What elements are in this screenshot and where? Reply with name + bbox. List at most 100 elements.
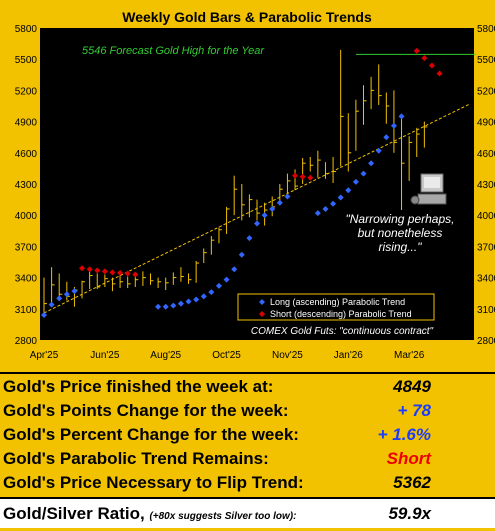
- summary-label: Gold's Percent Change for the week:: [3, 425, 299, 444]
- short-parabolic-dot: [101, 268, 108, 275]
- plot-area: [40, 28, 474, 340]
- long-parabolic-dot: [155, 303, 162, 310]
- summary-row-points-change: Gold's Points Change for the week: + 78: [0, 399, 495, 423]
- long-parabolic-dot: [41, 312, 47, 319]
- short-parabolic-dot: [124, 270, 131, 277]
- summary-top-divider: [0, 372, 495, 374]
- long-parabolic-dot: [276, 199, 283, 206]
- summary-ratio-divider: [0, 497, 495, 499]
- y-tick-label-left: 3400: [15, 274, 38, 285]
- long-parabolic-dot: [398, 113, 405, 120]
- short-parabolic-dot: [117, 269, 124, 276]
- long-parabolic-dot: [337, 194, 344, 201]
- y-tick-label-left: 5200: [15, 86, 38, 97]
- y-tick-label-right: 5800: [477, 24, 495, 35]
- short-parabolic-dot: [299, 173, 306, 180]
- long-parabolic-dot: [231, 266, 238, 273]
- x-tick-label: Apr'25: [30, 350, 59, 361]
- y-tick-label-right: 4000: [477, 211, 495, 222]
- legend-label: Short (descending) Parabolic Trend: [270, 309, 412, 319]
- source-label: COMEX Gold Futs: "continuous contract": [251, 326, 434, 337]
- short-parabolic-dot: [86, 266, 93, 273]
- summary-value: 5362: [393, 473, 431, 492]
- long-parabolic-dot: [177, 300, 184, 307]
- long-parabolic-dot: [284, 193, 291, 200]
- long-parabolic-dot: [238, 251, 245, 258]
- long-parabolic-dot: [208, 289, 215, 296]
- y-tick-label-right: 3700: [477, 242, 495, 253]
- long-parabolic-dot: [375, 147, 382, 154]
- long-parabolic-dot: [215, 282, 222, 289]
- x-tick-label: Jan'26: [334, 350, 364, 361]
- y-tick-label-left: 5800: [15, 24, 38, 35]
- short-parabolic-dot: [436, 70, 443, 77]
- short-parabolic-dot: [292, 172, 299, 179]
- long-parabolic-dot: [261, 212, 268, 219]
- long-parabolic-dot: [170, 302, 177, 309]
- legend-box: [237, 293, 435, 321]
- long-parabolic-dot: [330, 200, 337, 207]
- legend-marker: [259, 311, 265, 317]
- long-parabolic-dot: [314, 210, 321, 217]
- summary-label: Gold's Price finished the week at:: [3, 377, 274, 396]
- long-parabolic-dot: [63, 291, 70, 298]
- legend-label: Long (ascending) Parabolic Trend: [270, 297, 405, 307]
- summary-label: Gold's Parabolic Trend Remains:: [3, 449, 269, 468]
- x-tick-label: Jun'25: [90, 350, 120, 361]
- summary-value: Short: [386, 449, 431, 468]
- ratio-label: Gold/Silver Ratio,: [3, 504, 145, 523]
- annotation-text: but nonetheless: [358, 226, 443, 240]
- long-parabolic-dot: [269, 205, 276, 212]
- y-tick-label-left: 3700: [15, 242, 38, 253]
- long-parabolic-dot: [322, 205, 329, 212]
- y-tick-label-left: 4900: [15, 118, 38, 129]
- short-parabolic-dot: [428, 62, 435, 69]
- long-parabolic-dot: [360, 170, 367, 177]
- y-tick-label-right: 5500: [477, 55, 495, 66]
- short-parabolic-dot: [413, 47, 420, 54]
- gold-chart: Weekly Gold Bars & Parabolic Trends 2800…: [15, 9, 495, 361]
- long-parabolic-dot: [368, 160, 375, 167]
- short-parabolic-dot: [307, 174, 314, 181]
- summary-row-percent-change: Gold's Percent Change for the week: + 1.…: [0, 423, 495, 447]
- long-parabolic-dot: [193, 296, 200, 303]
- annotation-text: "Narrowing perhaps,: [346, 212, 455, 226]
- summary-row-gold-silver-ratio: Gold/Silver Ratio, (+80x suggests Silver…: [0, 499, 495, 528]
- long-parabolic-dot: [254, 220, 260, 227]
- long-parabolic-dot: [48, 301, 55, 308]
- summary-value: + 78: [397, 401, 431, 420]
- short-parabolic-dot: [109, 269, 116, 276]
- long-parabolic-dot: [71, 288, 78, 295]
- ratio-note: (+80x suggests Silver too low):: [149, 511, 297, 522]
- long-parabolic-dot: [223, 276, 230, 283]
- long-parabolic-dot: [352, 178, 359, 185]
- x-tick-label: Aug'25: [150, 350, 181, 361]
- long-parabolic-dot: [56, 295, 63, 302]
- annotation-text: rising...": [379, 240, 423, 254]
- y-tick-label-left: 4300: [15, 180, 38, 191]
- summary-row-parabolic-trend: Gold's Parabolic Trend Remains: Short: [0, 447, 495, 471]
- short-parabolic-dot: [421, 55, 428, 62]
- summary-value: 4849: [393, 377, 431, 396]
- short-parabolic-dot: [79, 265, 86, 272]
- computer-screen-icon: [424, 177, 440, 188]
- y-tick-label-left: 3100: [15, 305, 38, 316]
- chart-title: Weekly Gold Bars & Parabolic Trends: [122, 9, 372, 25]
- summary-label: Gold's Points Change for the week:: [3, 401, 289, 420]
- y-tick-label-right: 3400: [477, 274, 495, 285]
- short-parabolic-dot: [132, 271, 139, 278]
- y-tick-label-left: 2800: [15, 336, 38, 347]
- x-tick-label: Oct'25: [212, 350, 241, 361]
- legend-marker: [259, 299, 265, 305]
- long-parabolic-dot: [185, 298, 192, 305]
- summary-panel: Gold's Price finished the week at: 4849 …: [0, 372, 495, 528]
- long-parabolic-dot: [345, 187, 352, 194]
- computer-base-icon: [417, 193, 447, 205]
- short-parabolic-dot: [94, 267, 101, 274]
- y-tick-label-right: 4600: [477, 149, 495, 160]
- y-tick-label-left: 4600: [15, 149, 38, 160]
- summary-value: + 1.6%: [377, 425, 431, 444]
- computer-dial-icon: [410, 195, 420, 205]
- ratio-value: 59.9x: [388, 504, 431, 523]
- y-tick-label-left: 4000: [15, 211, 38, 222]
